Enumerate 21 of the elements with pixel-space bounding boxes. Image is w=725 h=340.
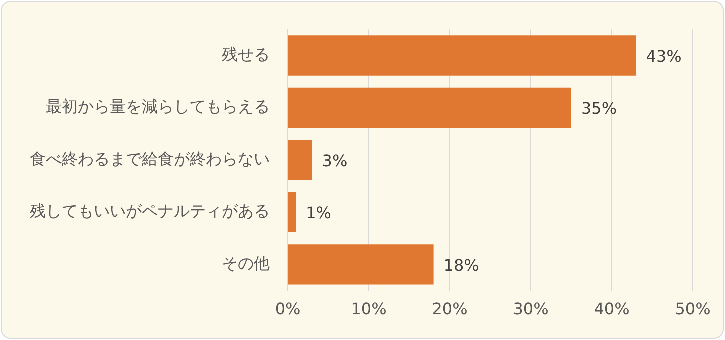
bar — [288, 140, 312, 180]
x-tick-label: 30% — [513, 300, 549, 319]
data-label: 1% — [306, 204, 332, 223]
x-tick-label: 0% — [275, 300, 301, 319]
data-label: 3% — [322, 151, 348, 170]
data-label: 35% — [582, 99, 618, 118]
y-tick-label: その他 — [222, 254, 270, 273]
x-tick-label: 40% — [594, 300, 630, 319]
x-tick-label: 10% — [351, 300, 387, 319]
bar — [288, 244, 434, 285]
bar — [288, 192, 296, 233]
y-tick-label: 残せる — [222, 44, 270, 64]
bar — [288, 88, 572, 128]
y-tick-label: 最初から量を減らしてもらえる — [46, 97, 270, 116]
y-tick-label: 残してもいいがペナルティがある — [30, 202, 270, 221]
x-tick-label: 20% — [432, 300, 468, 319]
bar — [288, 36, 636, 76]
y-tick-label: 食べ終わるまで給食が終わらない — [30, 149, 270, 168]
data-label: 18% — [444, 256, 480, 275]
data-label: 43% — [646, 46, 682, 66]
x-tick-label: 50% — [675, 300, 711, 319]
